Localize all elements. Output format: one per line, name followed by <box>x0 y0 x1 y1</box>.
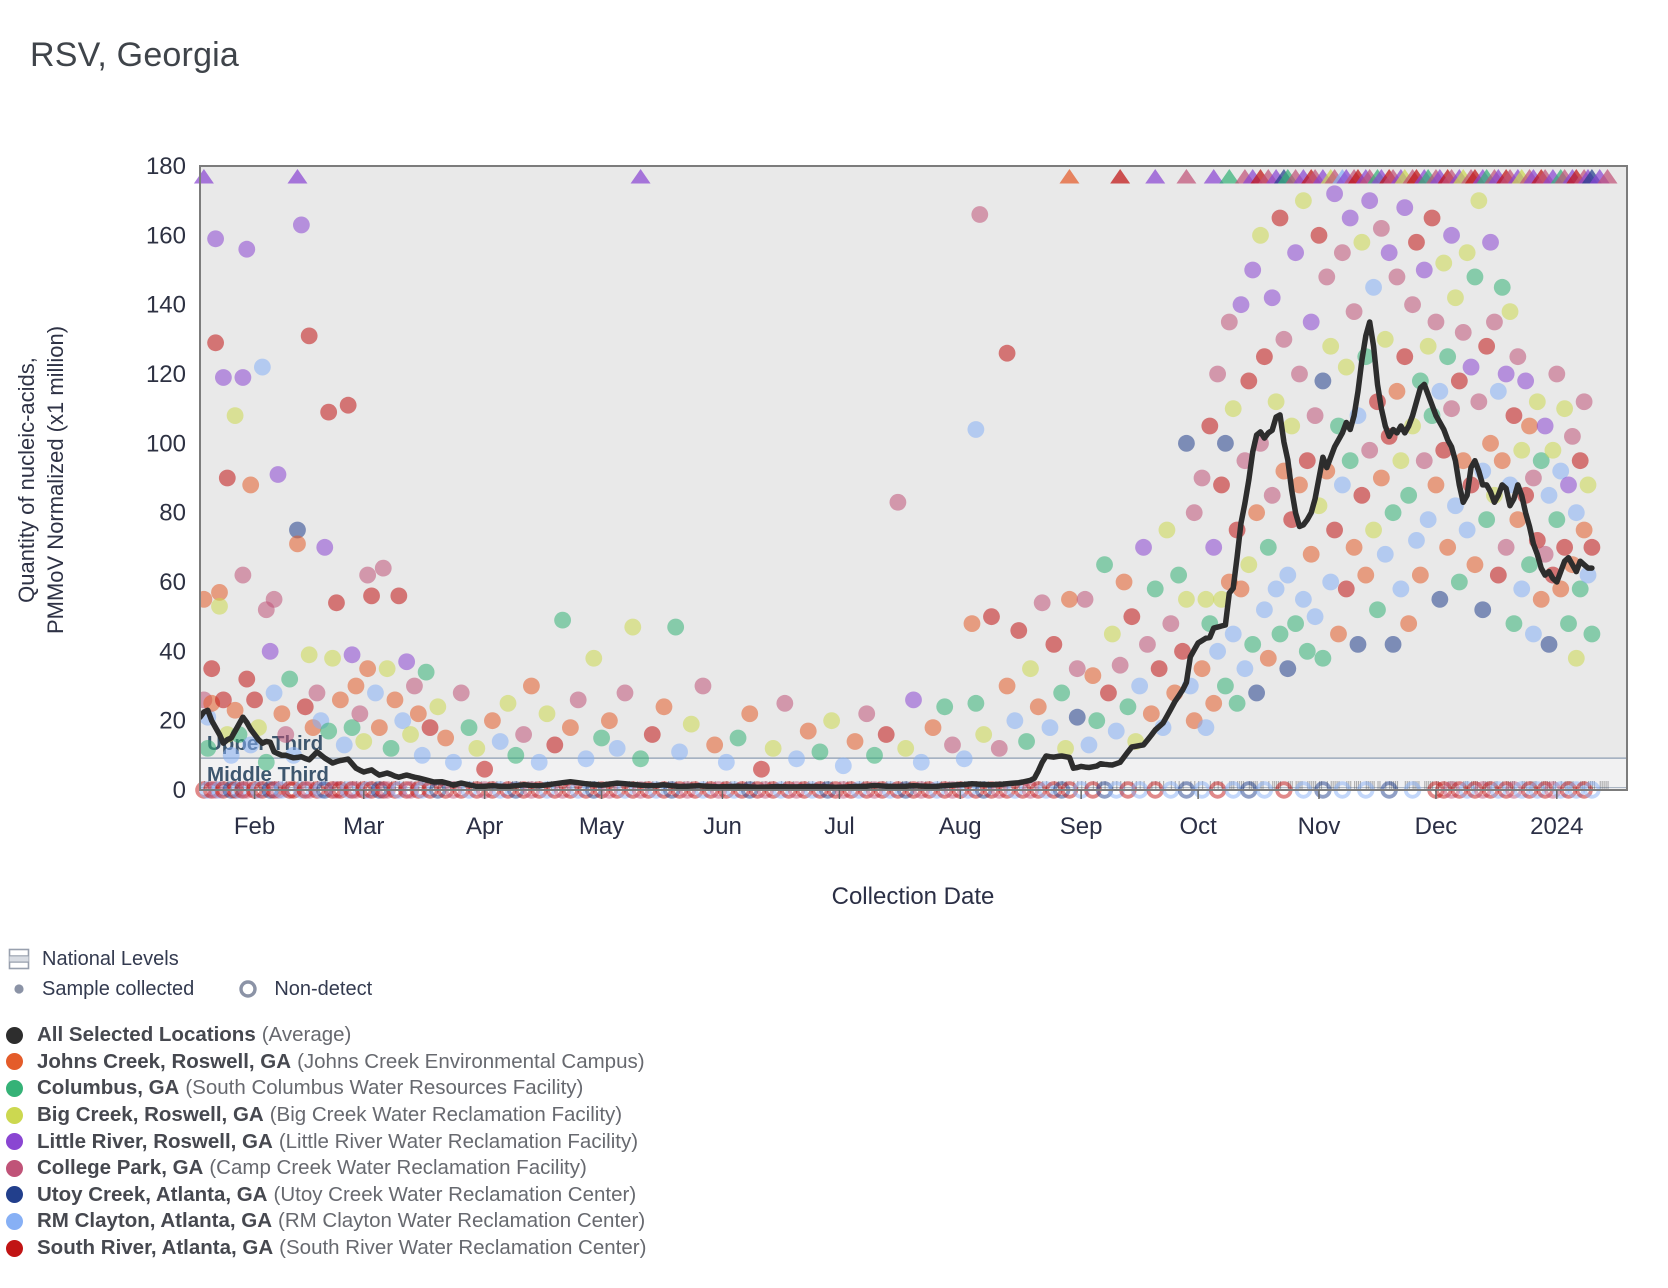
scatter-points <box>200 185 1601 778</box>
legend-location-swatch <box>6 1133 23 1151</box>
legend-location-row: Utoy Creek, Atlanta, GA (Utoy Creek Water… <box>6 1182 646 1209</box>
svg-text:Aug: Aug <box>939 813 982 840</box>
page-title: RSV, Georgia <box>30 36 240 74</box>
legend-location-row: College Park, GA (Camp Creek Water Reclam… <box>6 1155 646 1182</box>
legend-location-facility: (South River Water Reclamation Center) <box>279 1236 647 1260</box>
legend-location-swatch <box>6 1106 23 1124</box>
non-detect-icon <box>239 980 258 998</box>
svg-text:Dec: Dec <box>1415 813 1458 840</box>
svg-text:2024: 2024 <box>1530 813 1583 840</box>
average-line <box>200 319 1595 790</box>
legend-location-swatch <box>6 1239 23 1257</box>
legend-location-name: All Selected Locations <box>37 1023 256 1047</box>
legend-national-levels: National Levels <box>8 944 372 974</box>
svg-text:0: 0 <box>173 777 186 804</box>
legend-location-swatch <box>6 1079 23 1097</box>
legend-location-swatch <box>6 1212 23 1230</box>
svg-text:Jul: Jul <box>824 813 855 840</box>
legend-location-row: Columbus, GA (South Columbus Water Resour… <box>6 1075 646 1102</box>
legend-location-swatch <box>6 1053 23 1071</box>
legend-location-facility: (Johns Creek Environmental Campus) <box>297 1049 645 1073</box>
svg-text:Nov: Nov <box>1298 813 1341 840</box>
legend-nondetect-label: Non-detect <box>274 977 373 1000</box>
svg-text:180: 180 <box>146 153 186 180</box>
legend-location-facility: (Little River Water Reclamation Facility… <box>278 1129 639 1153</box>
legend-location-name: Big Creek, Roswell, GA <box>37 1103 264 1127</box>
svg-text:Sep: Sep <box>1060 813 1103 840</box>
legend-location-name: Little River, Roswell, GA <box>37 1129 273 1153</box>
legend-location-facility: (Average) <box>261 1023 352 1047</box>
sample-collected-icon <box>14 984 24 994</box>
legend-location-row: Big Creek, Roswell, GA (Big Creek Water R… <box>6 1102 646 1129</box>
national-levels-icon <box>8 948 30 970</box>
legend-location-row: Little River, Roswell, GA (Little River W… <box>6 1128 646 1155</box>
legend-location-name: RM Clayton, Atlanta, GA <box>37 1209 272 1233</box>
legend-location-name: Johns Creek, Roswell, GA <box>37 1049 292 1073</box>
legend-national-levels-label: National Levels <box>42 947 179 970</box>
svg-text:120: 120 <box>146 361 186 388</box>
marker-legend: National Levels Sample collected Non-det… <box>8 944 372 1004</box>
svg-text:80: 80 <box>159 500 186 527</box>
legend-location-swatch <box>6 1159 23 1177</box>
svg-text:Mar: Mar <box>343 813 384 840</box>
svg-text:May: May <box>579 813 624 840</box>
legend-sample-row: Sample collected Non-detect <box>8 974 372 1004</box>
svg-text:20: 20 <box>159 708 186 735</box>
plot-border <box>199 165 1628 791</box>
svg-text:100: 100 <box>146 430 186 457</box>
legend-location-name: Columbus, GA <box>37 1076 180 1100</box>
x-axis-ticks: Feb Mar Apr May Jun Jul Aug Sep Oct Nov Dec 2024 <box>234 790 1584 840</box>
x-axis-label: Collection Date <box>831 883 995 910</box>
svg-text:40: 40 <box>159 638 186 665</box>
svg-text:60: 60 <box>159 569 186 596</box>
svg-text:Apr: Apr <box>466 813 503 840</box>
location-legend: All Selected Locations (Average) Johns Cre… <box>6 1022 646 1261</box>
middle-third-label: Middle Third <box>207 763 329 786</box>
legend-location-swatch <box>6 1186 23 1204</box>
svg-text:160: 160 <box>146 222 186 249</box>
legend-location-facility: (South Columbus Water Resources Facility… <box>185 1076 584 1100</box>
svg-text:140: 140 <box>146 292 186 319</box>
legend-location-row: Johns Creek, Roswell, GA (Johns Creek Env… <box>6 1049 646 1076</box>
legend-location-name: South River, Atlanta, GA <box>37 1236 274 1260</box>
svg-text:Jun: Jun <box>703 813 742 840</box>
y-axis-ticks: 0 20 40 60 80 100 120 140 160 180 <box>146 153 186 804</box>
legend-location-row: RM Clayton, Atlanta, GA (RM Clayton Water… <box>6 1208 646 1235</box>
legend-location-name: College Park, GA <box>37 1156 204 1180</box>
legend-location-row: South River, Atlanta, GA (South River Wat… <box>6 1235 646 1262</box>
legend-sample-label: Sample collected <box>42 977 195 1000</box>
legend-location-facility: (Camp Creek Water Reclamation Facility) <box>209 1156 587 1180</box>
legend-location-row: All Selected Locations (Average) <box>6 1022 646 1049</box>
legend-location-swatch <box>6 1026 23 1044</box>
legend-location-facility: (RM Clayton Water Reclamation Center) <box>278 1209 646 1233</box>
clipped-value-triangles <box>193 169 1618 184</box>
legend-location-facility: (Utoy Creek Water Reclamation Center) <box>273 1182 637 1206</box>
svg-text:Feb: Feb <box>234 813 275 840</box>
legend-location-name: Utoy Creek, Atlanta, GA <box>37 1182 268 1206</box>
svg-text:Oct: Oct <box>1179 813 1217 840</box>
legend-location-facility: (Big Creek Water Reclamation Facility) <box>269 1103 623 1127</box>
